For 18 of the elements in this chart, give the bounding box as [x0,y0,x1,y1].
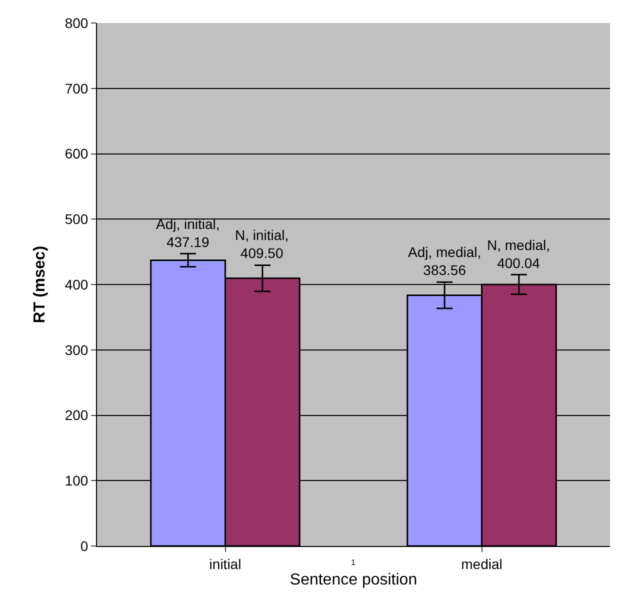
y-tick-label: 300 [64,342,88,358]
y-tick-label: 200 [64,407,88,424]
data-label: N, initial, 409.50 [235,227,289,262]
y-tick-label: 0 [80,538,88,554]
y-tick-label: 800 [64,14,88,31]
y-axis-title: RT (msec) [32,246,49,324]
text: 1 [351,558,356,567]
y-tick-label: 700 [64,80,88,96]
x-tick-label: medial [461,556,502,572]
x-axis-title: Sentence position [290,572,418,588]
data-label: Adj, medial, 383.56 [408,244,482,278]
data-label: N, medial, 400.04 [487,237,550,272]
data-label: Adj, initial, 437.19 [156,216,220,250]
y-tick-label: 600 [64,146,88,162]
y-tick-label: 500 [64,211,88,228]
y-tick-label: 100 [64,472,88,489]
x-tick-label: initial [209,556,242,572]
y-tick-label: 400 [64,276,88,292]
